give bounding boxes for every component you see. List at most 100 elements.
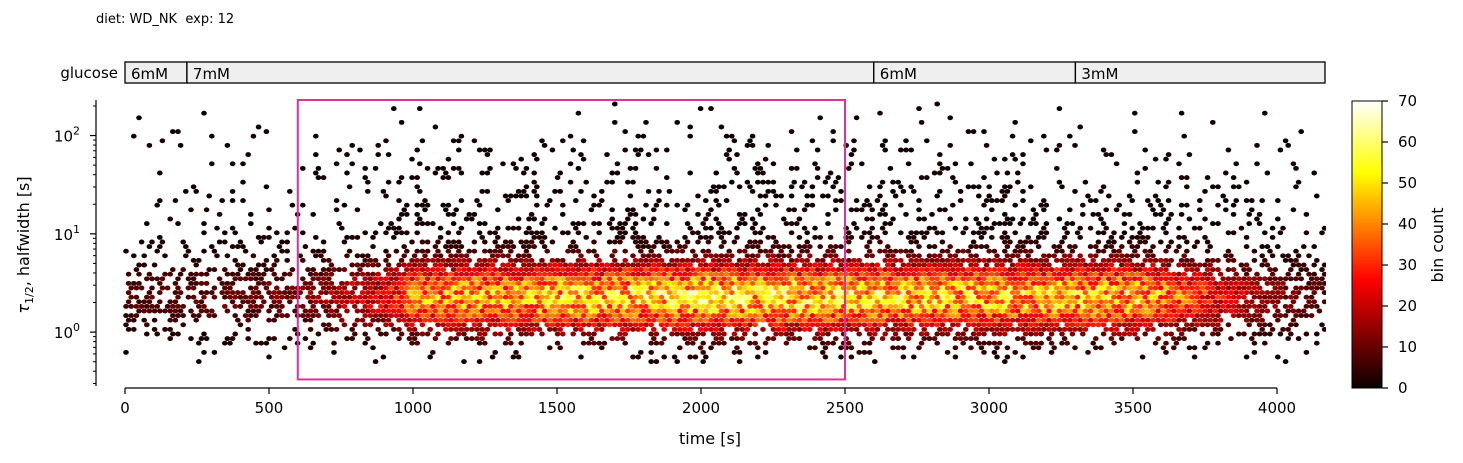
hexbin-cell [859,161,865,167]
hexbin-cell [908,294,914,300]
hexbin-cell [565,294,571,300]
hexbin-cell [458,317,465,323]
hexbin-cell [697,290,704,296]
hexbin-cell [617,221,623,227]
hexbin-cell [554,294,561,300]
hexbin-cell [666,317,673,323]
hexbin-cell [619,326,626,332]
hexbin-cell [703,308,709,314]
hexbin-cell [367,313,374,319]
hexbin-cell [547,299,553,305]
hexbin-cell [1152,156,1159,162]
hexbin-cell [947,326,953,332]
hexbin-cell [796,280,803,286]
hexbin-cell [950,267,956,273]
hexbin-cell [1288,294,1294,300]
hexbin-cell [866,294,873,300]
hexbin-cell [1028,184,1034,190]
hexbin-cell [970,276,977,282]
hexbin-cell [892,285,899,291]
hexbin-cell [1163,303,1169,309]
hexbin-cell [1038,322,1044,328]
hexbin-cell [349,262,356,268]
hexbin-cell [911,326,917,332]
hexbin-cell [1139,262,1146,268]
hexbin-cell [872,322,878,328]
hexbin-cell [1030,271,1037,277]
hexbin-cell [1171,280,1177,286]
hexbin-cell [591,248,597,254]
hexbin-cell [136,299,142,305]
hexbin-cell [861,349,868,355]
hexbin-cell [916,290,922,296]
hexbin-cell [739,262,745,268]
hexbin-cell [773,294,779,300]
hexbin-cell [718,253,725,259]
hexbin-cell [1246,313,1252,319]
hexbin-cell [760,170,766,176]
hexbin-cell [1022,285,1029,291]
hexbin-cell [1059,285,1065,291]
hexbin-cell [921,271,927,277]
hexbin-cell [385,152,392,158]
hexbin-cell [495,280,501,286]
hexbin-cell [302,280,309,286]
hexbin-cell [479,317,486,323]
hexbin-cell [734,170,740,176]
hexbin-cell [827,170,834,176]
hexbin-cell [700,322,706,328]
hexbin-cell [544,285,550,291]
hexbin-cell [515,280,522,286]
hexbin-cell [703,280,709,286]
hexbin-cell [638,322,644,328]
hexbin-cell [965,184,972,190]
hexbin-cell [671,271,678,277]
hexbin-cell [765,253,771,259]
hexbin-cell [1147,248,1154,254]
hexbin-cell [723,280,730,286]
hexbin-cell [882,257,888,263]
hexbin-cell [703,326,709,332]
hexbin-cell [430,349,436,355]
hexbin-cell [908,248,914,254]
hexbin-cell [700,248,706,254]
hexbin-cell [1243,280,1250,286]
hexbin-cell [198,290,205,296]
hexbin-cell [734,336,740,342]
hexbin-cell [190,313,197,319]
hexbin-cell [339,290,345,296]
hexbin-cell [1093,299,1099,305]
hexbin-cell [1022,294,1029,300]
hexbin-cell [383,294,389,300]
hexbin-cell [768,285,774,291]
hexbin-cell [482,313,488,319]
hexbin-cell [1308,285,1315,291]
hexbin-cell [157,170,163,176]
hexbin-cell [882,221,888,227]
hexbin-cell [188,308,194,314]
hexbin-cell [937,161,943,167]
hexbin-cell [435,239,441,245]
hexbin-cell [1082,280,1089,286]
hexbin-cell [1111,313,1117,319]
hexbin-cell [341,202,348,208]
hexbin-cell [458,198,465,204]
hexbin-cell [770,188,777,194]
hexbin-cell [838,262,844,268]
hexbin-cell [622,294,628,300]
hexbin-cell [383,138,389,144]
hexbin-cell [404,267,410,273]
x-tick-label: 2000 [682,399,720,417]
hexbin-cell [625,271,631,277]
hexbin-cell [586,276,592,282]
hexbin-cell [1303,294,1310,300]
hexbin-cell [630,234,636,240]
hexbin-cell [539,257,545,263]
hexbin-cell [957,308,964,314]
hexbin-cell [721,230,727,236]
hexbin-cell [131,280,137,286]
colorbar-tick-label: 70 [1398,92,1417,110]
hexbin-cell [617,313,623,319]
hexbin-cell [796,271,803,277]
hexbin-cell [1223,198,1229,204]
